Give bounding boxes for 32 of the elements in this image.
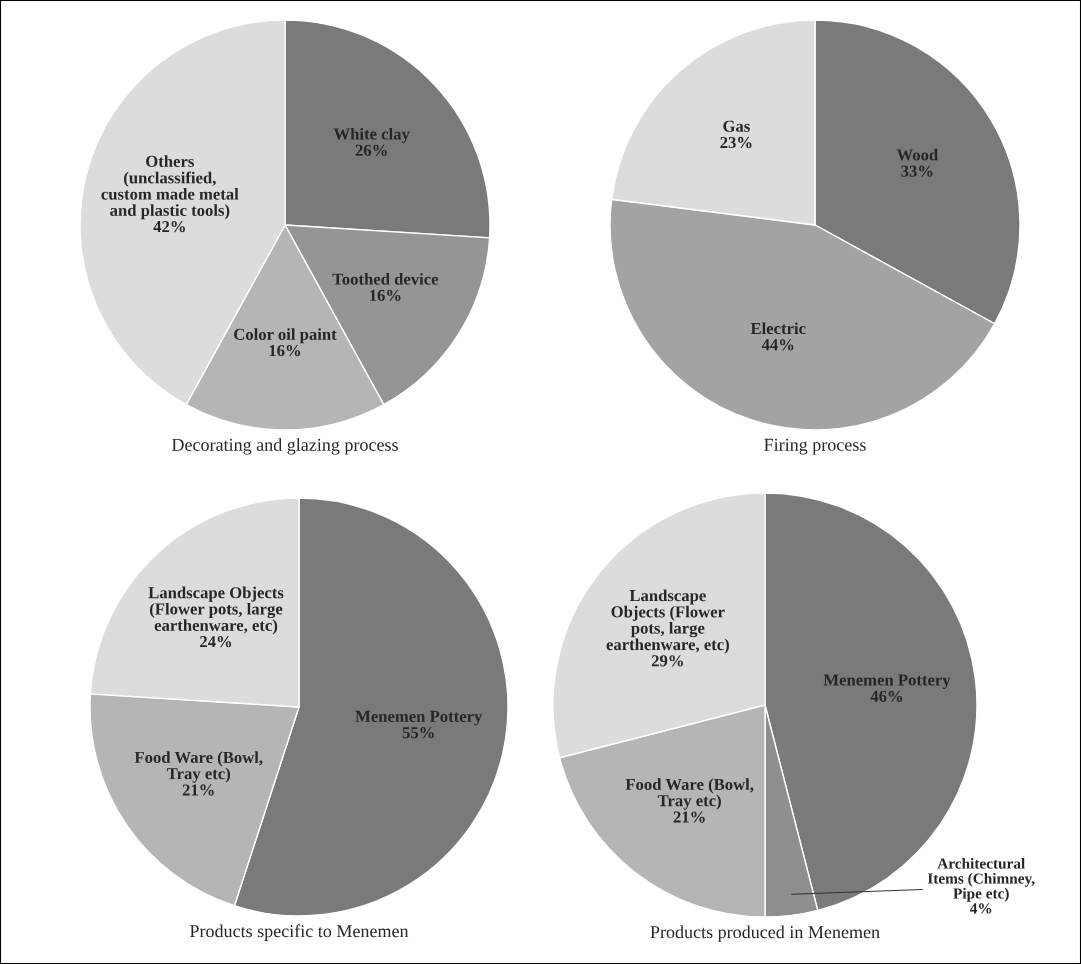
data-label: 55% xyxy=(402,727,434,739)
slice-label: Menemen Pottery xyxy=(823,674,951,690)
slice-label: Food Ware (Bowl, Tray etc) xyxy=(134,751,263,783)
text: Products produced in Menemen xyxy=(650,925,880,942)
data-label: 16% xyxy=(370,289,401,302)
slice-label: Wood xyxy=(896,148,938,161)
data-label: 21% xyxy=(673,811,705,823)
data-label: 46% xyxy=(870,690,903,702)
slice-label: Gas xyxy=(723,120,750,132)
data-label: 16% xyxy=(269,344,301,357)
data-label: 33% xyxy=(901,165,933,177)
slice-label: Toothed device xyxy=(332,273,439,285)
slice-label: Menemen Pottery xyxy=(355,710,483,726)
data-label: 26% xyxy=(355,144,387,156)
slice-label: Color oil paint xyxy=(234,328,337,344)
text: Decorating and glazing process xyxy=(171,438,398,455)
data-label: 24% xyxy=(200,636,232,648)
data-label: 29% xyxy=(651,655,683,667)
slice-label: Electric xyxy=(750,322,806,335)
slice-label: Architectural Items (Chimney, Pipe etc) xyxy=(927,858,1035,902)
data-label: 42% xyxy=(153,220,185,233)
slice-label: Food Ware (Bowl, Tray etc) xyxy=(625,778,754,810)
text: Products specific to Menemen xyxy=(189,924,409,941)
data-label: 21% xyxy=(182,784,214,796)
slice-label: Others (unclassified, custom made metal and plastic tools) xyxy=(101,155,239,220)
slice-label: White clay xyxy=(333,127,410,144)
text: Firing process xyxy=(764,438,866,455)
data-label: 23% xyxy=(720,136,752,149)
data-label: 44% xyxy=(761,339,794,351)
slice-label: Landscape Objects (Flower pots, large earthenware, etc) xyxy=(606,589,729,654)
data-label: 4% xyxy=(969,903,992,914)
slice-label: Landscape Objects (Flower pots, large earthenware, etc) xyxy=(148,586,284,635)
